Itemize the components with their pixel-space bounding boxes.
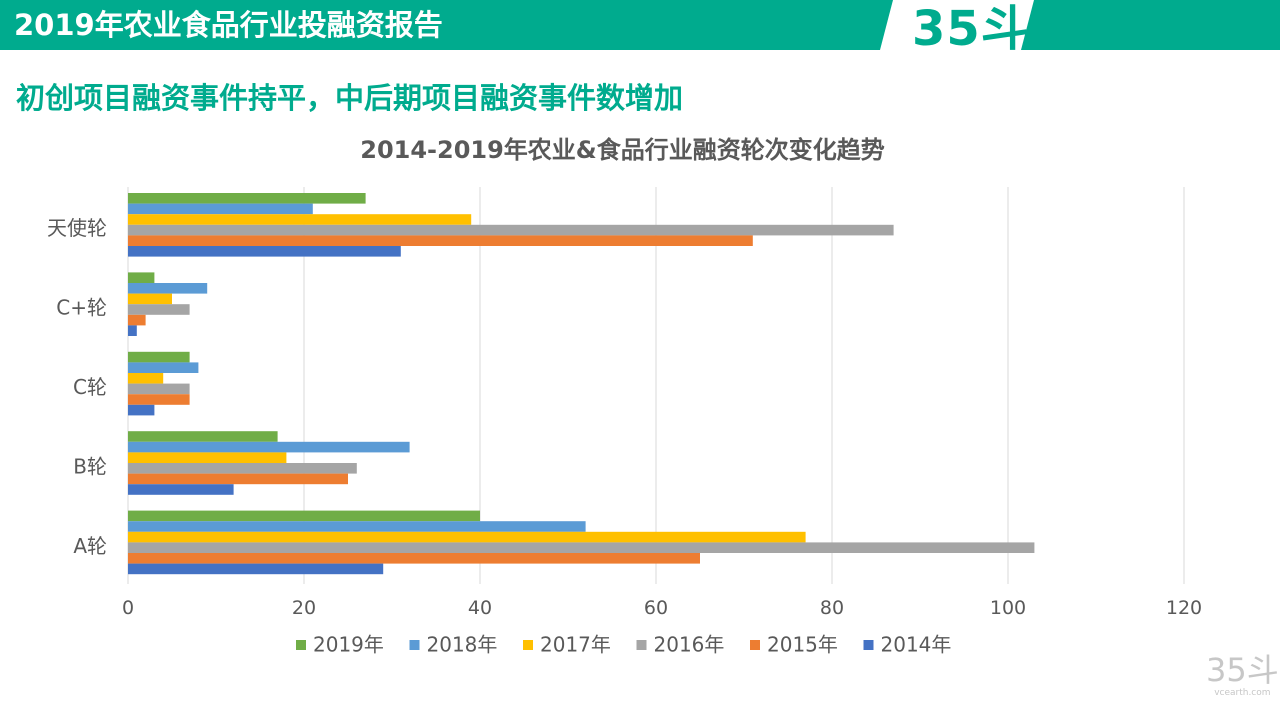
bar (128, 441, 410, 453)
legend-label: 2017年 (540, 633, 611, 657)
header-right-band (1021, 0, 1280, 50)
bar (128, 404, 155, 416)
bar (128, 373, 164, 384)
header-bar (0, 0, 1280, 50)
bar (128, 235, 753, 246)
bar (128, 484, 234, 495)
x-tick-label: 120 (1166, 597, 1202, 619)
x-tick-label: 0 (122, 597, 134, 619)
bar (128, 463, 357, 474)
watermark: 35斗 vcearth.com (1206, 652, 1279, 698)
bar (128, 521, 586, 532)
bar (128, 304, 190, 315)
watermark-logo: 35斗 (1206, 651, 1279, 689)
legend-swatch (523, 640, 533, 650)
brand-logo: 35斗 (912, 1, 1030, 57)
bar (128, 246, 401, 257)
bar-layer (128, 193, 1035, 575)
legend-label: 2019年 (313, 633, 384, 657)
legend-label: 2016年 (654, 633, 725, 657)
category-label: B轮 (73, 454, 107, 478)
legend-label: 2018年 (427, 633, 498, 657)
x-tick-label: 40 (468, 597, 492, 619)
category-label: 天使轮 (47, 216, 107, 240)
category-label: A轮 (73, 534, 107, 558)
bar (128, 542, 1035, 553)
slide-subtitle: 初创项目融资事件持平，中后期项目融资事件数增加 (16, 81, 684, 115)
watermark-url: vcearth.com (1214, 688, 1271, 698)
bar (128, 473, 348, 485)
bar (128, 325, 137, 336)
bar (128, 553, 700, 564)
category-label: C轮 (73, 375, 107, 399)
bar (128, 510, 480, 522)
bar (128, 531, 806, 543)
legend-swatch (636, 640, 647, 650)
bar (128, 272, 155, 283)
bar (128, 431, 278, 442)
category-label: C+轮 (56, 296, 107, 320)
bar (128, 351, 190, 363)
x-tick-label: 80 (820, 597, 844, 619)
header-left-band (0, 0, 893, 50)
x-tick-label: 60 (644, 597, 668, 619)
bar (128, 224, 894, 236)
chart-title: 2014-2019年农业&食品行业融资轮次变化趋势 (360, 136, 885, 164)
bar (128, 314, 146, 326)
bar (128, 214, 472, 225)
legend-label: 2014年 (881, 633, 952, 657)
bar (128, 394, 190, 405)
legend-label: 2015年 (767, 633, 838, 657)
bar (128, 563, 384, 575)
bar (128, 452, 287, 463)
report-title: 2019年农业食品行业投融资报告 (14, 8, 443, 42)
bar (128, 193, 366, 204)
bar (128, 362, 199, 373)
legend-swatch (296, 640, 306, 650)
x-tick-label: 100 (990, 597, 1026, 619)
x-tick-label: 20 (292, 597, 316, 619)
legend-swatch (863, 640, 874, 650)
bar (128, 283, 208, 294)
legend-swatch (750, 640, 760, 650)
bar (128, 383, 190, 395)
legend: 2019年 2018年 2017年 2016年 2015年 2014年 (296, 633, 951, 657)
legend-swatch (409, 640, 420, 650)
bar (128, 203, 313, 215)
category-labels: 天使轮 C+轮 C轮 B轮 A轮 (47, 216, 107, 558)
x-tick-labels: 0 20 40 60 80 100 120 (122, 597, 1202, 619)
bar (128, 293, 172, 305)
